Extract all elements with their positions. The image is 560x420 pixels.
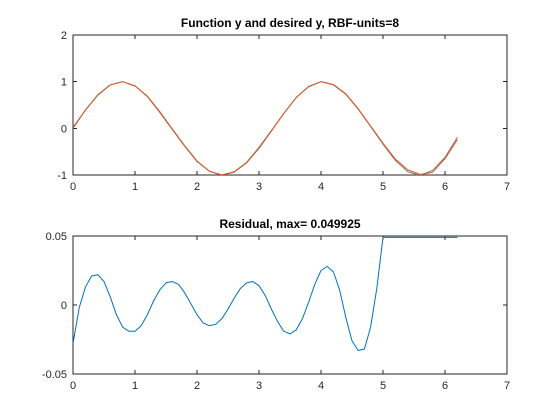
- x-axis: 0 1 2 3 4 5 6 7: [70, 35, 510, 193]
- x-tick-label: 2: [194, 181, 200, 193]
- y-tick-label: 2: [61, 30, 67, 42]
- plot-area-frame: [72, 235, 508, 375]
- x-tick-label: 3: [256, 380, 262, 392]
- x-tick-label: 1: [132, 380, 138, 392]
- y-tick-label: -1: [57, 170, 67, 182]
- chart-title: Residual, max= 0.049925: [219, 217, 360, 231]
- y-tick-label: 0.05: [46, 231, 67, 243]
- y-tick-label: 0: [61, 123, 67, 135]
- chart-title: Function y and desired y, RBF-units=8: [181, 16, 399, 30]
- x-tick-label: 7: [504, 181, 510, 193]
- x-tick-label: 1: [132, 181, 138, 193]
- y-tick-label: -0.05: [42, 369, 67, 381]
- x-tick-label: 3: [256, 181, 262, 193]
- x-tick-label: 0: [70, 181, 76, 193]
- series-line-1: [73, 81, 458, 175]
- x-tick-label: 0: [70, 380, 76, 392]
- series-group: [73, 236, 458, 352]
- x-tick-label: 5: [380, 181, 386, 193]
- y-tick-label: 1: [61, 77, 67, 89]
- plot-area-frame: [72, 34, 508, 176]
- x-axis: 0 1 2 3 4 5 6 7: [70, 236, 510, 392]
- x-tick-label: 4: [318, 181, 324, 193]
- x-tick-label: 4: [318, 380, 324, 392]
- y-tick-label: 0: [61, 300, 67, 312]
- series-line-0: [73, 236, 458, 352]
- y-axis: -0.05 0 0.05: [42, 231, 507, 381]
- series-group: [73, 81, 458, 175]
- series-line-0: [73, 81, 458, 175]
- chart-function-vs-desired: Function y and desired y, RBF-units=8 0 1…: [57, 16, 510, 193]
- x-tick-label: 7: [504, 380, 510, 392]
- x-tick-label: 2: [194, 380, 200, 392]
- x-tick-label: 6: [442, 181, 448, 193]
- y-axis: -1 0 1 2: [57, 30, 507, 182]
- x-tick-label: 5: [380, 380, 386, 392]
- x-tick-label: 6: [442, 380, 448, 392]
